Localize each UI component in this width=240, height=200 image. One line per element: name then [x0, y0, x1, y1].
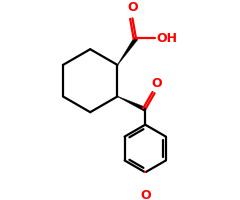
Polygon shape: [117, 96, 146, 111]
Text: O: O: [140, 189, 150, 200]
Text: O: O: [127, 1, 138, 14]
Text: methyl: methyl: [0, 199, 1, 200]
Polygon shape: [117, 37, 138, 65]
Text: O: O: [152, 77, 162, 90]
Text: OH: OH: [156, 32, 177, 45]
